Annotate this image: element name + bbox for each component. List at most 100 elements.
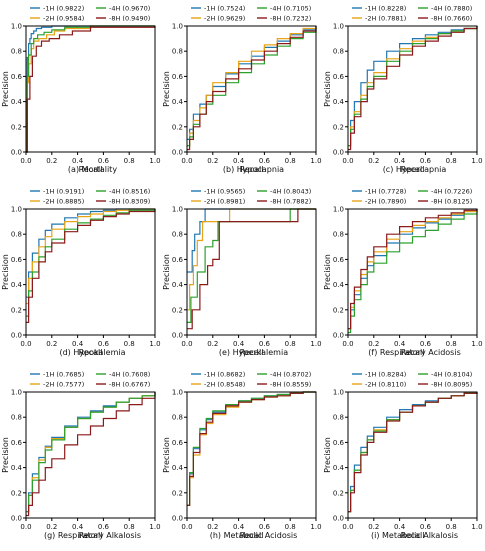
pr-curve-chart: 0.00.0 0.2 0.2 0.4 0.4 0.6 0.6 0.8 0.8 1.0 1.0 Reca… [162,5,322,175]
pr-curve-chart: 0.00.0 0.2 0.2 0.4 0.4 0.6 0.6 0.8 0.8 1.0 1.0 Reca… [323,188,483,358]
x-tick-label: 0.4 [72,340,84,348]
chart-caption: (h) Metabolic Acidosis [209,531,298,540]
legend-entry: -8H (0.7660) [431,15,472,23]
y-tick-label: 0.6 [333,256,345,264]
legend-entry: -1H (0.8682) [204,371,245,379]
x-tick-label: 0.0 [20,523,31,531]
y-tick-label: 0.6 [11,73,23,81]
x-axis-label: Recall [79,165,103,174]
chart-panel-respiratory-acidosis: 0.0 0.0 0.2 0.2 0.4 0.4 0.6 0.6 0.8 0.8 1.0 1.0 Reca… [323,185,485,368]
x-axis-label: Recall [79,348,103,357]
y-tick-label: 0.6 [11,439,23,447]
x-tick-label: 0.6 [259,157,271,165]
y-tick-label: 0.8 [172,231,183,239]
series-line-1H [26,25,155,153]
y-axis-label: Precision [323,254,332,290]
y-tick-label: 0.2 [172,489,183,497]
legend-entry: -1H (0.8228) [365,5,406,13]
y-tick-label: 0.2 [11,306,22,314]
x-tick-label: 0.8 [285,157,296,165]
series-line-8H [348,392,478,513]
x-tick-label: 0.6 [420,340,432,348]
y-tick-label: 0.4 [11,98,23,106]
x-tick-label: 0.8 [124,340,135,348]
series-line-4H [187,391,316,506]
x-tick-label: 0.0 [181,157,192,165]
legend-entry: -4H (0.7880) [431,5,472,13]
x-tick-label: 0.4 [233,157,245,165]
series-line-8H [26,209,156,323]
legend-entry: -4H (0.8043) [270,188,311,196]
y-tick-label: 0.4 [333,281,345,289]
legend-entry: -1H (0.7728) [365,188,406,196]
plot-frame [25,208,156,336]
y-tick-label: 0.6 [172,256,184,264]
legend-entry: -8H (0.8309) [109,198,150,206]
legend-entry: -1H (0.7524) [204,5,245,13]
legend-entry: -4H (0.8516) [109,188,150,196]
pr-curve-chart: 0.00.0 0.2 0.2 0.4 0.4 0.6 0.6 0.8 0.8 1.0 1.0 Reca… [162,371,322,541]
y-tick-label: 1.0 [333,389,344,397]
chart-caption: (a) Mortality [67,165,118,174]
chart-panel-mortality: 0.0 0.0 0.2 0.2 0.4 0.4 0.6 0.6 0.8 0.8 1.0 1.0 Reca… [1,2,163,185]
legend-entry: -4H (0.8702) [270,371,311,379]
y-tick-label: 0.6 [172,73,184,81]
series-line-1H [187,208,316,273]
chart-caption: (i) Metabolic Alkalosis [371,531,458,540]
y-tick-label: 0.8 [11,414,22,422]
chart-panel-hypercapnia: 0.0 0.0 0.2 0.2 0.4 0.4 0.6 0.6 0.8 0.8 1.0 1.0 Reca… [323,2,485,185]
y-tick-label: 0.0 [11,149,22,157]
x-tick-label: 0.0 [342,157,353,165]
y-axis-label: Precision [1,71,10,107]
series-line-8H [348,26,478,151]
x-tick-label: 0.4 [72,523,84,531]
y-tick-label: 0.2 [333,123,344,131]
x-tick-label: 0.8 [285,523,296,531]
x-tick-label: 0.6 [420,157,432,165]
plot-frame [347,25,478,153]
x-tick-label: 0.8 [124,523,135,531]
y-tick-label: 0.0 [11,332,22,340]
pr-curve-chart: 0.00.0 0.2 0.2 0.4 0.4 0.6 0.6 0.8 0.8 1.0 1.0 Reca… [162,188,322,358]
legend-entry: -1H (0.9191) [43,188,84,196]
y-tick-label: 0.6 [172,439,184,447]
x-tick-label: 0.8 [285,340,296,348]
x-tick-label: 0.6 [259,340,271,348]
x-tick-label: 1.0 [471,157,482,165]
x-axis-label: Recall [79,531,103,540]
plot-frame [347,391,478,519]
y-tick-label: 0.6 [333,439,345,447]
chart-panel-hypocapnia: 0.0 0.0 0.2 0.2 0.4 0.4 0.6 0.6 0.8 0.8 1.0 1.0 Reca… [162,2,324,185]
legend-entry: -8H (0.9490) [109,15,150,23]
legend-entry: -4H (0.7608) [109,371,150,379]
x-tick-label: 1.0 [310,523,321,531]
x-axis-label: Recall [401,531,425,540]
y-tick-label: 1.0 [11,23,22,31]
y-tick-label: 0.8 [172,48,183,56]
chart-caption: (f) Respiratory Acidosis [368,348,461,357]
pr-curve-chart: 0.00.0 0.2 0.2 0.4 0.4 0.6 0.6 0.8 0.8 1.0 1.0 Reca… [323,371,483,541]
x-axis-label: Recall [401,348,425,357]
y-tick-label: 0.4 [11,464,23,472]
y-axis-label: Precision [1,254,10,290]
x-tick-label: 0.2 [46,340,57,348]
legend-entry: -2H (0.8110) [365,381,406,389]
legend-entry: -2H (0.9629) [204,15,245,23]
series-line-2H [187,391,316,506]
x-tick-label: 0.6 [98,340,110,348]
x-tick-label: 0.0 [181,523,192,531]
x-tick-label: 1.0 [471,523,482,531]
x-tick-label: 0.0 [342,523,353,531]
series-line-8H [187,26,317,151]
x-tick-label: 0.8 [446,523,457,531]
x-axis-label: Recall [401,165,425,174]
plot-frame [347,208,478,336]
series-line-8H [26,392,156,517]
y-tick-label: 0.4 [172,98,184,106]
x-tick-label: 1.0 [149,157,160,165]
x-tick-label: 0.4 [72,157,84,165]
y-tick-label: 0.4 [11,281,23,289]
x-tick-label: 0.2 [368,340,379,348]
legend-entry: -2H (0.9584) [43,15,84,23]
chart-panel-hyperkalemia: 0.0 0.0 0.2 0.2 0.4 0.4 0.6 0.6 0.8 0.8 1.0 1.0 Reca… [162,185,324,368]
